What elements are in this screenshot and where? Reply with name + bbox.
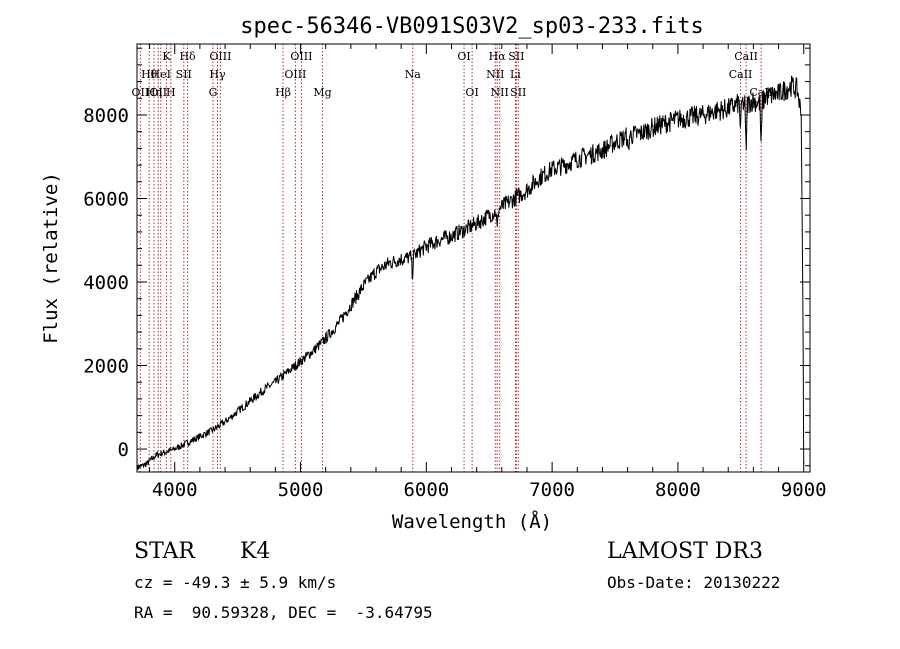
plot-frame (136, 43, 811, 473)
spectral-line-label: OII (132, 86, 150, 99)
spectral-line-markers (139, 44, 762, 472)
spectral-line-label: OIII (290, 50, 312, 63)
spectral-line-label: Hα (489, 50, 507, 63)
object-subclass: K4 (240, 539, 271, 564)
spectral-line-label: H (166, 86, 176, 99)
sky-coordinates: RA = 90.59328, DEC = -3.64795 (134, 603, 433, 622)
spectral-line-label: CaII (729, 68, 753, 81)
x-tick-label: 7000 (529, 479, 575, 501)
spectral-line-label: K (162, 50, 171, 63)
y-tick-label: 6000 (83, 188, 129, 210)
x-tick-label: 4000 (152, 479, 198, 501)
spectral-line-label: HeI (151, 68, 171, 81)
object-class: STAR (134, 539, 195, 564)
y-tick-label: 2000 (83, 356, 129, 378)
spectral-line-label: Hδ (179, 50, 196, 63)
spectral-line-label: OI (465, 86, 478, 99)
spectral-line-label: Hγ (209, 68, 226, 81)
survey-name: LAMOST DR3 (607, 539, 763, 564)
x-axis-label: Wavelength (Å) (392, 510, 552, 533)
spectrum-line (136, 75, 805, 472)
spectral-line-label: OII (149, 86, 167, 99)
y-tick-label: 4000 (83, 272, 129, 294)
spectral-line-label: Hβ (275, 86, 291, 99)
chart-title: spec-56346-VB091S03V2_sp03-233.fits (240, 14, 704, 39)
spectral-line-label: OIII (209, 50, 231, 63)
spectral-line-label: NII (491, 86, 509, 99)
redshift-velocity: cz = -49.3 ± 5.9 km/s (134, 573, 337, 592)
spectral-line-label: OI (457, 50, 470, 63)
x-tick-label: 9000 (781, 479, 827, 501)
axis-ticks: 4000 5000 6000 7000 8000 9000 0 2000 4000 6000 800… (83, 44, 827, 501)
spectral-line-labels: OIIHθHηOIIHeIKHSIIHδGHγOIIIHβOIIIOIIIMgN… (132, 50, 773, 99)
x-tick-label: 5000 (278, 479, 324, 501)
spectral-line-label: Hη (146, 86, 162, 99)
spectral-line-label: NII (486, 68, 504, 81)
spectral-line-label: CaII (734, 50, 758, 63)
spectral-line-label: SII (510, 86, 526, 99)
y-tick-label: 8000 (83, 105, 129, 127)
spectral-line-label: Mg (313, 86, 331, 99)
y-axis-label: Flux (relative) (40, 172, 62, 344)
spectral-line-label: Na (405, 68, 422, 81)
spectral-line-label: OIII (284, 68, 306, 81)
spectral-line-label: Li (510, 68, 521, 81)
spectral-line-label: SII (508, 50, 524, 63)
spectral-line-label: Hθ (141, 68, 158, 81)
spectral-line-label: SII (176, 68, 192, 81)
spectral-line-label: G (209, 86, 218, 99)
x-tick-label: 8000 (655, 479, 701, 501)
y-tick-label: 0 (118, 439, 129, 461)
observation-date: Obs-Date: 20130222 (607, 573, 781, 592)
x-tick-label: 6000 (403, 479, 449, 501)
